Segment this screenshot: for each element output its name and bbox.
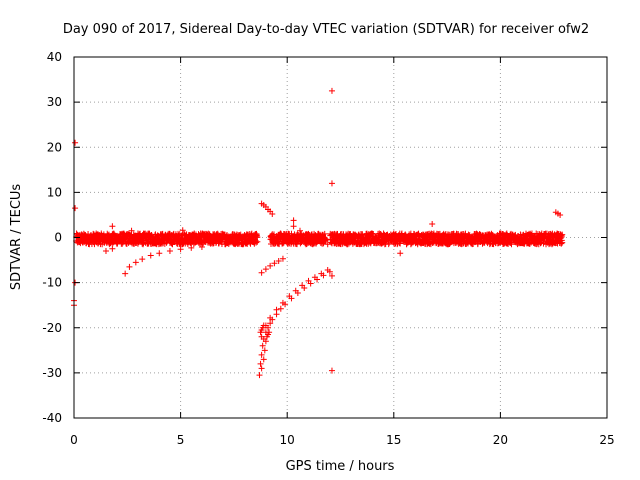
data-point [139, 256, 146, 263]
data-point [296, 227, 303, 234]
data-point [324, 241, 331, 248]
band-point [253, 239, 260, 246]
data-point [316, 236, 323, 243]
data-point [311, 274, 318, 281]
data-point [262, 266, 269, 273]
data-point [328, 367, 335, 374]
data-point [269, 211, 276, 218]
x-tick-label: 15 [386, 433, 401, 447]
band-point [559, 231, 566, 238]
x-tick-label: 10 [280, 433, 295, 447]
y-tick-label: -40 [42, 411, 62, 425]
data-point [328, 87, 335, 94]
data-point [286, 293, 293, 300]
data-point [429, 220, 436, 227]
band-point [322, 236, 329, 243]
data-point [188, 244, 195, 251]
data-point [305, 277, 312, 284]
data-point [109, 245, 116, 252]
data-point [277, 235, 284, 242]
chart-title: Day 090 of 2017, Sidereal Day-to-day VTE… [63, 22, 589, 37]
data-point [271, 260, 278, 267]
data-point [328, 180, 335, 187]
data-point [279, 255, 286, 262]
data-point [299, 282, 306, 289]
data-point [258, 269, 265, 276]
data-point [72, 205, 79, 212]
y-tick-label: -30 [42, 366, 62, 380]
y-tick-label: 10 [47, 185, 62, 199]
data-point [257, 360, 264, 367]
data-point [324, 266, 331, 273]
band-point [526, 240, 533, 247]
data-point [258, 333, 265, 340]
y-tick-label: 0 [54, 231, 62, 245]
data-point [147, 252, 154, 259]
data-point [267, 262, 274, 269]
data-point [363, 230, 370, 237]
data-point [267, 314, 274, 321]
y-axis-ticks: -40 -30 -20 -10 0 10 20 30 40 [42, 50, 607, 425]
y-tick-label: -10 [42, 276, 62, 290]
x-tick-label: 0 [70, 433, 78, 447]
band-point [392, 231, 399, 238]
data-point [267, 320, 274, 327]
data-point [292, 287, 299, 294]
band-point [294, 241, 301, 248]
band-point [254, 234, 261, 241]
x-axis-ticks: 0 5 10 15 20 25 [70, 57, 615, 447]
data-point [132, 259, 139, 266]
data-point [260, 356, 267, 363]
data-point [109, 223, 116, 230]
data-point [258, 351, 265, 358]
data-point [290, 217, 297, 224]
data-point [266, 329, 273, 336]
data-point [290, 223, 297, 230]
data-point [102, 248, 109, 255]
y-tick-label: 40 [47, 50, 62, 64]
data-point [198, 243, 205, 250]
data-point [122, 270, 129, 277]
data-point [275, 257, 282, 264]
data-point [72, 139, 79, 146]
x-tick-label: 5 [177, 433, 185, 447]
data-point [261, 347, 268, 354]
data-point [260, 322, 267, 329]
data-point [156, 250, 163, 257]
x-axis-label: GPS time / hours [286, 459, 395, 474]
data-point [273, 306, 280, 313]
data-point [126, 263, 133, 270]
y-axis-label: SDTVAR / TECUs [9, 184, 24, 291]
data-points [71, 87, 566, 379]
y-tick-label: 30 [47, 95, 62, 109]
data-point [166, 248, 173, 255]
data-point [305, 230, 312, 237]
data-point [177, 246, 184, 253]
data-point [259, 342, 266, 349]
data-point [262, 338, 269, 345]
data-point [397, 250, 404, 257]
y-tick-label: 20 [47, 140, 62, 154]
data-point [554, 210, 561, 217]
band-point [397, 240, 404, 247]
data-point [128, 227, 135, 234]
x-tick-label: 25 [599, 433, 614, 447]
data-point [258, 365, 265, 372]
data-point [328, 272, 335, 279]
data-point [256, 372, 263, 379]
band-point [559, 239, 566, 246]
data-point [179, 227, 186, 234]
y-tick-label: -20 [42, 321, 62, 335]
data-point [279, 299, 286, 306]
x-tick-label: 20 [493, 433, 508, 447]
data-point [318, 270, 325, 277]
data-point [277, 305, 284, 312]
